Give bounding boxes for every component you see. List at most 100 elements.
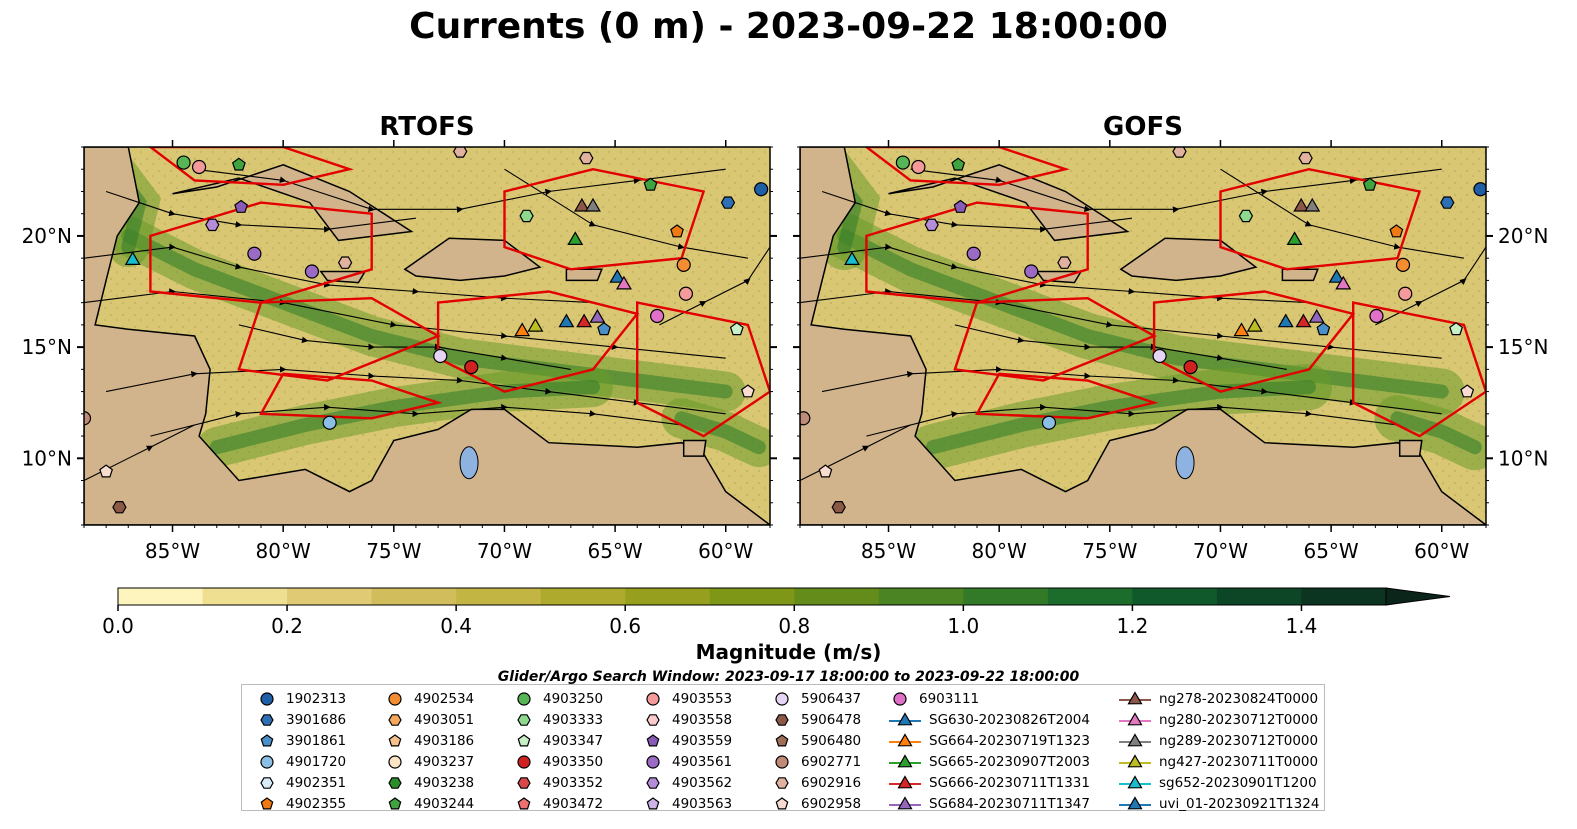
legend-entry: sg652-20230901T1200: [1117, 772, 1317, 793]
marker-SG684-20230711T1347: [589, 308, 606, 323]
marker-6902958: [740, 384, 755, 398]
marker-4903347: [729, 322, 744, 336]
legend-marker: [646, 733, 660, 746]
marker-4903561: [1024, 264, 1039, 279]
colorbar-segment: [456, 588, 542, 605]
marker-6902916: [1298, 151, 1313, 165]
marker-sg652-20230901T1200: [124, 251, 141, 265]
marker-3901686: [1440, 196, 1455, 209]
search-region-outline: [148, 147, 354, 187]
y-tick-label: 10°N: [1498, 446, 1548, 470]
legend-entry: 4903553: [640, 688, 732, 709]
legend-marker: [517, 691, 531, 706]
marker-4903553: [911, 159, 926, 175]
legend-entry: 4903350: [511, 751, 603, 772]
legend-marker: [1119, 753, 1151, 767]
legend-marker: [889, 732, 921, 746]
legend-marker: [517, 733, 531, 746]
legend-marker-icon: [1127, 690, 1143, 704]
legend-entry: 5906478: [769, 709, 861, 730]
marker-4903561: [247, 246, 262, 261]
colorbar-tick-label: 1.4: [1286, 614, 1318, 638]
legend-marker-icon: [517, 796, 531, 809]
legend-marker: [775, 754, 789, 769]
legend-label: 1902313: [286, 690, 347, 707]
marker-1902313: [1473, 182, 1486, 197]
marker-SG664-20230719T1323: [514, 322, 531, 337]
marker-uvi_01-20230921T1324: [1328, 269, 1345, 283]
marker-3901861: [1316, 322, 1331, 336]
legend-marker: [893, 691, 907, 706]
marker-ng289-20230712T0000: [1304, 197, 1321, 212]
streamline: [659, 246, 770, 326]
search-region-outline: [1351, 301, 1486, 438]
land-mass: [682, 439, 707, 457]
marker-ng427-20230711T0000: [1246, 317, 1263, 332]
legend-label: 4903562: [672, 774, 733, 791]
legend-marker-icon: [517, 691, 531, 706]
legend-entry: 4903558: [640, 709, 732, 730]
x-tick-label: 85°W: [145, 539, 200, 563]
streamline: [821, 190, 1132, 233]
legend-label: 5906480: [801, 732, 862, 749]
x-tick-label: 80°W: [256, 539, 311, 563]
colorbar-extend-arrow: [1385, 587, 1451, 606]
legend-marker: [646, 776, 660, 789]
panel-title-rtofs: RTOFS: [379, 112, 475, 142]
marker-ng289-20230712T0000: [584, 197, 601, 212]
marker-4903562: [924, 218, 939, 232]
marker-4903244: [1362, 177, 1377, 191]
colorbar-segment: [794, 588, 880, 605]
legend-label: ng278-20230824T0000: [1159, 690, 1319, 707]
legend-marker-icon: [646, 796, 660, 809]
legend-marker: [775, 713, 789, 726]
legend-marker: [260, 713, 274, 726]
legend-marker: [889, 774, 921, 788]
marker-uvi_01-20230921T1324: [609, 268, 626, 283]
legend-entry: 4903250: [511, 688, 603, 709]
legend-label: 4902534: [414, 690, 475, 707]
marker-4903244: [951, 157, 966, 171]
legend-marker: [775, 776, 789, 789]
streamline: [800, 243, 1310, 304]
marker-5906478: [112, 501, 127, 514]
legend-entry: 4903352: [511, 772, 603, 793]
legend-entry: SG665-20230907T2003: [887, 751, 1090, 772]
legend-marker: [646, 796, 660, 809]
legend-marker: [775, 733, 789, 746]
legend-entry: 3901686: [254, 709, 346, 730]
marker-6903111: [1369, 308, 1384, 324]
legend-marker-icon: [517, 776, 531, 789]
land-mass: [888, 164, 1130, 242]
legend-marker-icon: [1127, 732, 1143, 746]
legend-label: 4903352: [543, 774, 604, 791]
x-tick-label: 75°W: [366, 539, 421, 563]
map-frame: [799, 146, 1487, 526]
legend-entry: 1902313: [254, 688, 346, 709]
legend-entry: 4903347: [511, 730, 603, 751]
legend-label: 4903563: [672, 795, 733, 812]
legend-marker-icon: [517, 754, 531, 769]
colorbar: 0.0 0.2 0.4 0.6 0.8 1.0 1.2 1.4: [102, 587, 1451, 638]
legend-marker: [1119, 732, 1151, 746]
legend-marker: [517, 754, 531, 769]
marker-4903559: [234, 199, 249, 213]
legend-marker: [1119, 774, 1151, 788]
legend-marker-icon: [897, 732, 913, 746]
y-tick-label: 20°N: [1498, 224, 1548, 248]
lake-maracaibo: [1175, 446, 1195, 480]
legend-marker: [775, 796, 789, 809]
legend-marker-icon: [388, 733, 402, 746]
streamline: [866, 403, 1398, 437]
marker-4902534: [1395, 257, 1411, 272]
search-region-outline: [636, 301, 770, 438]
legend-label: 4903558: [672, 711, 733, 728]
legend-marker: [260, 754, 274, 769]
streamline: [194, 168, 726, 213]
search-region-outline: [975, 372, 1159, 420]
marker-6902916: [453, 147, 468, 158]
legend-label: SG684-20230711T1347: [929, 795, 1090, 812]
marker-SG630-20230826T2004: [558, 313, 575, 328]
marker-5906437: [433, 348, 448, 364]
legend-marker-icon: [775, 713, 789, 726]
